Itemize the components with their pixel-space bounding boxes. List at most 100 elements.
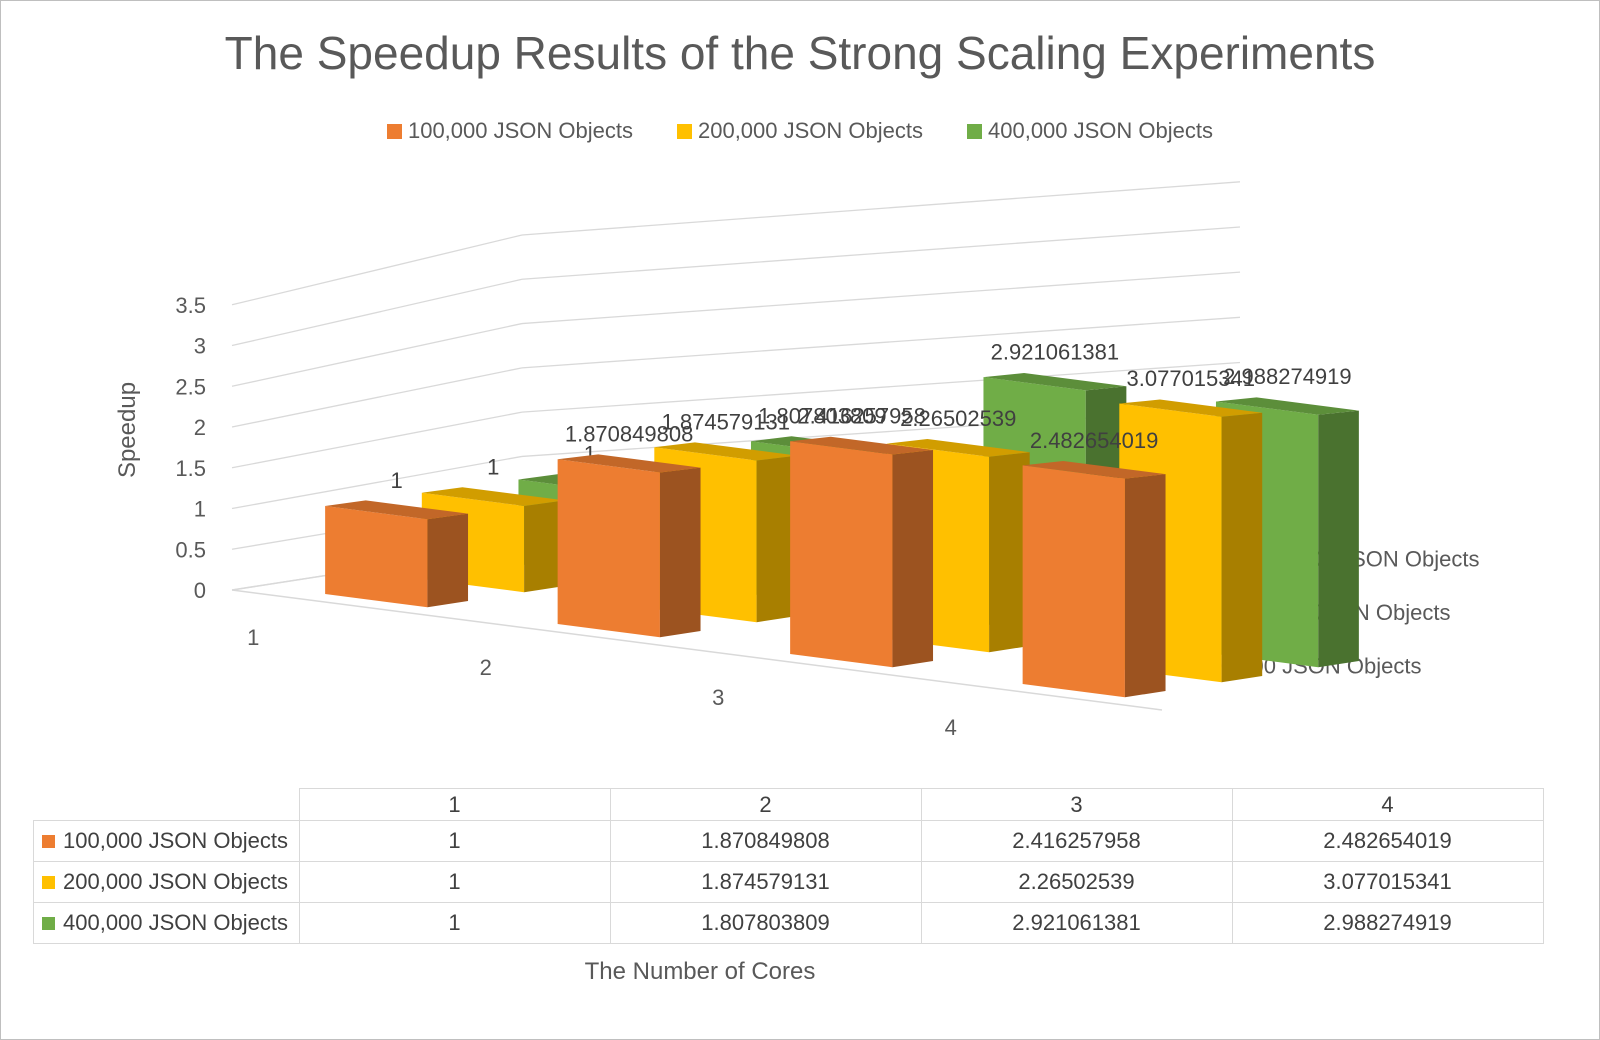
table-row-name: 200,000 JSON Objects (63, 869, 289, 894)
table-cell: 1.874579131 (609, 861, 922, 903)
bar-top-face (790, 436, 934, 455)
bar-side-face (524, 500, 565, 593)
bar-side-face (659, 467, 701, 638)
bar-top-face (1022, 460, 1166, 479)
y-tick-label: 1 (194, 497, 206, 522)
x-tick-label: 4 (945, 715, 957, 740)
bar-top-face (1215, 397, 1359, 415)
chart-title: The Speedup Results of the Strong Scalin… (224, 27, 1376, 79)
table-column-header: 2 (609, 788, 922, 821)
back-gridline (521, 226, 1241, 280)
table-cell: 1.807803809 (609, 902, 922, 944)
bar-side-face (1318, 410, 1359, 668)
legend-label: 100,000 JSON Objects (407, 118, 633, 143)
y-tick-label: 3 (194, 334, 206, 359)
table-row: 400,000 JSON Objects 1 1.807803809 2.921061… (33, 902, 1544, 944)
table-cell: 1 (298, 820, 611, 862)
bar-side-face (756, 455, 798, 623)
bar-top-face (1119, 399, 1263, 417)
bar-side-face (989, 452, 1030, 653)
bar: 1 (325, 468, 469, 608)
x-axis-title: The Number of Cores (584, 958, 816, 985)
y-tick-label: 1.5 (175, 456, 206, 481)
bar-front-face (1022, 465, 1125, 698)
data-label: 2.482654019 (1030, 428, 1158, 453)
table-row-label: 100,000 JSON Objects (33, 820, 300, 862)
table-row-label: 200,000 JSON Objects (33, 861, 300, 903)
back-gridline (521, 271, 1241, 325)
legend-label: 400,000 JSON Objects (988, 118, 1214, 143)
legend-swatch (676, 124, 692, 139)
table-cell: 1.870849808 (609, 820, 922, 862)
bar-side-face (1124, 474, 1166, 698)
bar-front-face (790, 441, 893, 668)
legend-swatch (42, 835, 55, 848)
data-label: 1.807803809 (758, 403, 886, 428)
bar-top-face (654, 442, 798, 461)
y-axis-title: Speedup (114, 382, 141, 478)
table-cell: 2.416257958 (920, 820, 1233, 862)
legend: 100,000 JSON Objects 200,000 JSON Objects… (0, 118, 1600, 144)
data-label: 1 (487, 455, 499, 480)
side-gridline (231, 455, 523, 510)
y-tick-label: 0 (194, 578, 206, 603)
table-cell: 2.988274919 (1231, 902, 1544, 944)
x-tick-label: 3 (712, 685, 724, 710)
y-tick-label: 3.5 (175, 293, 206, 318)
table-row: 200,000 JSON Objects 1 1.874579131 2.265025… (33, 861, 1544, 903)
data-label: 2.921061381 (991, 340, 1119, 365)
table-cell: 3.077015341 (1231, 861, 1544, 903)
bars: 1 1.807803809 2.921061381 2.988274919 1 1.874… (325, 340, 1359, 698)
table-cell: 2.26502539 (920, 861, 1233, 903)
bar-top-face (983, 373, 1127, 391)
side-gridline (231, 234, 523, 306)
data-label: 2.988274919 (1223, 364, 1351, 389)
back-gridline (521, 316, 1241, 369)
bar: 2.482654019 (1022, 428, 1166, 698)
data-label: 2.26502539 (900, 406, 1016, 431)
data-label: 3.077015341 (1127, 366, 1255, 391)
table-row-name: 400,000 JSON Objects (63, 910, 289, 935)
x-tick-label: 1 (247, 625, 259, 650)
y-tick-label: 2 (194, 415, 206, 440)
legend-item: 200,000 JSON Objects (676, 118, 923, 144)
table-corner (33, 788, 300, 821)
legend-label: 200,000 JSON Objects (697, 118, 923, 143)
legend-item: 100,000 JSON Objects (386, 118, 633, 144)
table-cell: 1 (298, 902, 611, 944)
bar: 2.416257958 (790, 404, 934, 668)
table-row: 100,000 JSON Objects 1 1.870849808 2.416257… (33, 820, 1544, 862)
bar-side-face (427, 513, 469, 608)
side-gridline (231, 411, 523, 469)
table-cell: 1 (298, 861, 611, 903)
table-column-header: 3 (920, 788, 1233, 821)
bar-top-face (421, 487, 565, 506)
data-label: 2.416257958 (797, 404, 925, 429)
y-tick-label: 0.5 (175, 537, 206, 562)
back-gridline (521, 361, 1241, 413)
back-gridline (521, 181, 1241, 236)
table-column-header: 4 (1231, 788, 1544, 821)
bar-top-face (557, 454, 701, 473)
data-label: 1.874579131 (662, 409, 790, 434)
y-tick-label: 2.5 (175, 374, 206, 399)
floor-front-edge (231, 589, 1163, 711)
bar-top-face (325, 500, 469, 520)
legend-item: 400,000 JSON Objects (967, 118, 1213, 144)
data-label: 1 (390, 468, 402, 493)
legend-swatch (42, 876, 55, 889)
table-row-label: 400,000 JSON Objects (33, 902, 300, 944)
bar-side-face (1221, 412, 1263, 683)
x-tick-label: 2 (480, 655, 492, 680)
data-label: 1.870849808 (565, 421, 693, 446)
bar-front-face (325, 505, 428, 608)
legend-swatch (42, 917, 55, 930)
side-gridline (231, 367, 523, 428)
bar: 1.870849808 (557, 421, 701, 638)
table-cell: 2.921061381 (920, 902, 1233, 944)
bar-top-face (886, 438, 1030, 457)
side-gridline (231, 278, 523, 347)
